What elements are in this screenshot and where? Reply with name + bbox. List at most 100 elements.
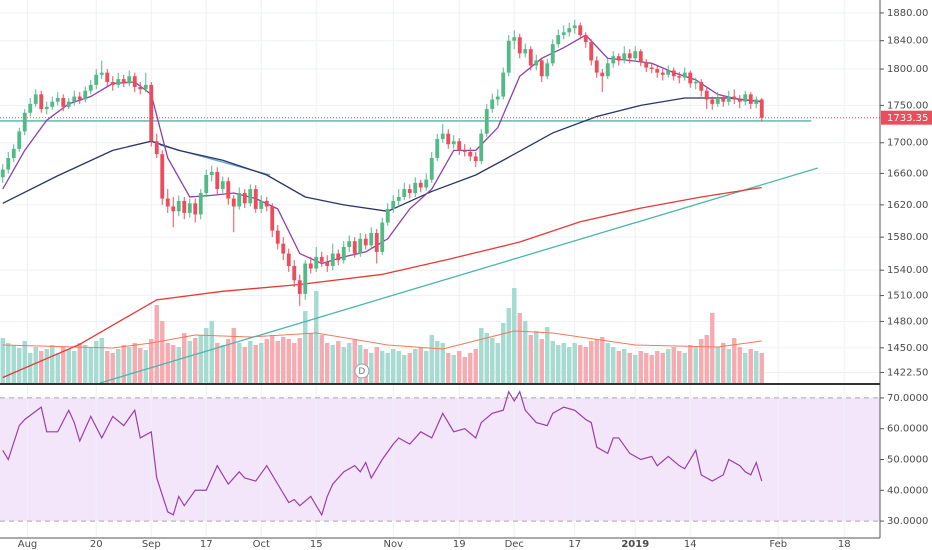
volume-bar [352,339,357,383]
volume-bar [369,353,374,383]
candle-body [572,25,577,29]
volume-bar [33,347,38,383]
candle-body [391,200,396,209]
volume-bar [391,349,396,383]
x-tick-label: Dec [505,539,524,550]
rsi-tick-label: 70.0000 [887,393,928,404]
volume-bar [440,343,445,383]
candle-body [479,133,484,162]
candle-body [182,200,187,213]
y-tick-label: 1620.00 [887,200,928,211]
volume-bar [721,343,726,383]
candle-body [149,84,154,142]
candle-body [473,156,478,162]
candle-body [198,193,203,215]
volume-bar [633,355,638,383]
volume-bar [523,321,528,383]
volume-bar [303,311,308,383]
volume-bar [671,347,676,383]
candle-body [671,70,676,77]
y-tick-label: 1700.00 [887,138,928,149]
volume-bar [336,341,341,383]
volume-bar [6,343,11,383]
volume-bar [743,353,748,383]
candle-body [297,280,302,294]
rsi-tick-label: 40.0000 [887,485,928,496]
volume-bar [490,338,495,383]
volume-bar [22,341,27,383]
x-tick-label: Oct [253,539,270,550]
candle-body [418,182,423,188]
candle-body [655,69,660,73]
candle-body [468,151,473,157]
candle-body [589,42,594,61]
x-tick-label: 17 [568,539,581,550]
candle-body [578,25,583,36]
candle-body [539,60,544,77]
candle-body [231,198,236,207]
candle-body [248,189,253,204]
candle-body [83,90,88,100]
volume-bar [677,351,682,383]
volume-bar [253,345,258,383]
candle-body [209,171,214,175]
y-tick-label: 1540.00 [887,265,928,276]
volume-bar [556,345,561,383]
candle-body [165,198,170,207]
volume-ma [2,330,762,350]
volume-bar [116,349,121,383]
candle-body [627,53,632,59]
candle-body [484,109,489,134]
candle-body [374,233,379,252]
candle-body [132,76,137,88]
volume-bar [561,343,566,383]
volume-bar [435,341,440,383]
volume-bar [583,347,588,383]
candle-body [501,72,506,97]
volume-bar [424,351,429,383]
candle-body [699,81,704,91]
volume-bar [160,321,165,383]
candle-body [352,241,357,254]
candle-body [176,200,181,212]
candle-body [121,79,126,84]
candle-body [704,90,709,100]
candle-body [550,44,555,64]
candle-body [160,154,165,199]
volume-bar [567,347,572,383]
volume-bar [385,353,390,383]
candle-body [633,51,638,59]
volume-bar [479,328,484,383]
volume-bar [704,335,709,383]
volume-bar [512,288,517,383]
volume-bar [220,345,225,383]
candle-body [363,238,368,246]
candle-body [660,72,665,75]
volume-bar [748,349,753,383]
candle-body [187,203,192,213]
volume-bar [754,351,759,383]
y-tick-label: 1800.00 [887,64,928,75]
volume-bar [638,351,643,383]
trend-line [99,167,819,384]
volume-bar [644,353,649,383]
candle-body [17,131,22,149]
volume-bar [264,339,269,383]
candle-body [495,96,500,100]
candle-body [446,133,451,145]
volume-bar [297,338,302,383]
rsi-tick-label: 50.0000 [887,454,928,465]
candle-body [220,181,225,190]
volume-bar [105,351,110,383]
candle-body [358,238,363,254]
candle-body [594,60,599,73]
volume-bar [682,353,687,383]
volume-bar [0,338,5,383]
volume-bar [39,351,44,383]
volume-bar [187,341,192,383]
volume-bar [242,347,247,383]
volume-bar [715,347,720,383]
volume-bar [275,341,280,383]
candle-body [726,96,731,102]
candle-body [319,256,324,262]
